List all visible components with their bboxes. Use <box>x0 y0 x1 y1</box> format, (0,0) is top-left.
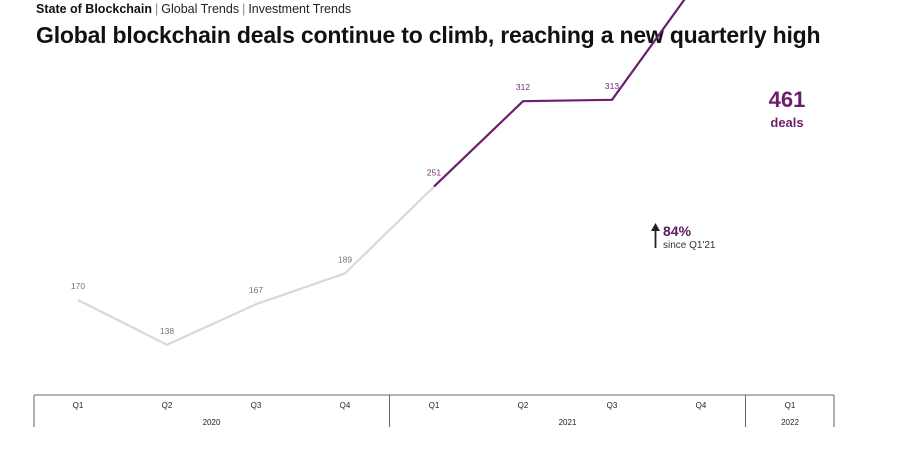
page-title: Global blockchain deals continue to clim… <box>36 22 821 48</box>
x-tick-label: Q4 <box>696 401 707 410</box>
growth-caption: since Q1'21 <box>663 240 716 251</box>
x-group-label: 2021 <box>559 418 577 427</box>
breadcrumb-item[interactable]: Global Trends <box>161 2 240 16</box>
x-tick-label: Q3 <box>251 401 262 410</box>
x-tick-label: Q1 <box>785 401 796 410</box>
breadcrumb-item[interactable]: State of Blockchain <box>36 2 152 16</box>
final-value: 461 <box>769 87 806 112</box>
x-group-label: 2022 <box>781 418 799 427</box>
data-label: 189 <box>338 254 352 264</box>
growth-value: 84% <box>663 223 692 239</box>
x-tick-label: Q2 <box>162 401 173 410</box>
data-label: 313 <box>605 81 619 91</box>
data-label: 167 <box>249 285 263 295</box>
x-group-label: 2020 <box>203 418 221 427</box>
x-tick-label: Q2 <box>518 401 529 410</box>
arrow-up-icon <box>651 223 660 248</box>
breadcrumb-separator: | <box>242 2 246 16</box>
x-tick-label: Q4 <box>340 401 351 410</box>
chart-annotations: 461 deals 84% since Q1'21 <box>651 87 805 251</box>
data-label: 170 <box>71 281 85 291</box>
series-line-highlight <box>433 0 686 188</box>
chart-lines <box>77 0 686 346</box>
final-unit: deals <box>770 115 803 130</box>
x-tick-label: Q3 <box>607 401 618 410</box>
chart-labels: 170138167189251312313401 <box>71 81 619 336</box>
x-tick-label: Q1 <box>429 401 440 410</box>
breadcrumb: State of Blockchain | Global Trends | Invest… <box>36 2 351 16</box>
chart-axis: Q1 Q2 Q3 Q4 Q1 Q2 Q3 Q4 Q1 2020 2021 2022 <box>33 394 835 427</box>
data-label: 138 <box>160 326 174 336</box>
breadcrumb-separator: | <box>155 2 159 16</box>
x-tick-label: Q1 <box>73 401 84 410</box>
series-line-base <box>77 185 435 346</box>
breadcrumb-item[interactable]: Investment Trends <box>248 2 352 16</box>
data-label: 251 <box>427 168 441 178</box>
data-label: 312 <box>516 82 530 92</box>
